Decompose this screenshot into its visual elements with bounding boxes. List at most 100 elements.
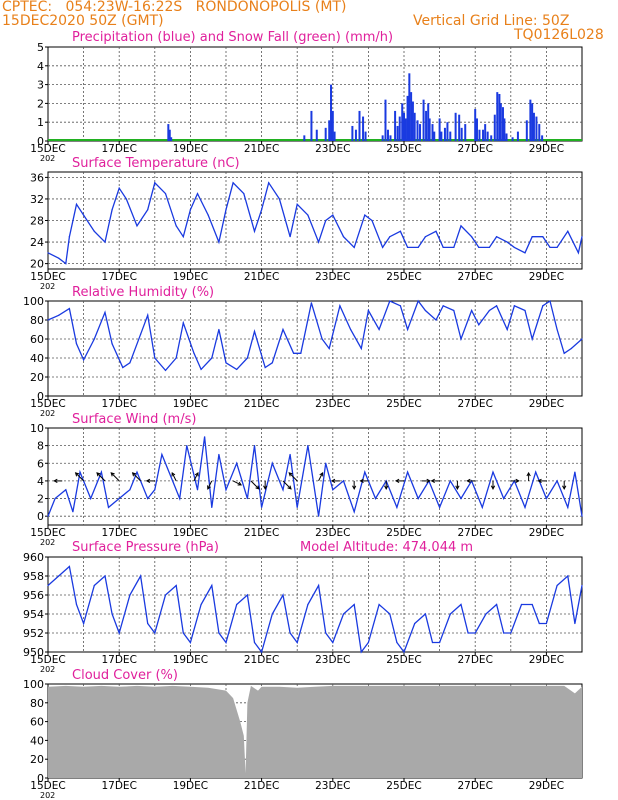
rh-point bbox=[424, 309, 426, 312]
cloud-ytick-label: 0 bbox=[37, 772, 44, 785]
wind-arrow-head bbox=[255, 485, 260, 490]
pres-point bbox=[581, 584, 583, 587]
rh-point bbox=[360, 347, 362, 350]
rh-xtick-label: 23DEC bbox=[315, 398, 350, 410]
wind-point bbox=[211, 506, 213, 508]
pres-xtick-label: 17DEC bbox=[101, 654, 136, 666]
temp-point bbox=[93, 230, 95, 232]
temp-point bbox=[317, 241, 320, 243]
rh-point bbox=[506, 328, 508, 331]
pres-point bbox=[510, 632, 512, 634]
pres-ytick-label: 954 bbox=[23, 608, 44, 621]
rh-point bbox=[389, 300, 391, 302]
precip-bar bbox=[482, 129, 485, 141]
pres-point bbox=[261, 651, 263, 653]
wind-xtick-label: 17DEC bbox=[101, 527, 136, 539]
wind-arrow bbox=[75, 472, 84, 482]
cloud-area bbox=[48, 685, 582, 778]
precip-xtick-label: 29DEC bbox=[529, 143, 564, 155]
wind-point bbox=[72, 511, 74, 513]
wind-arrow bbox=[232, 480, 242, 486]
wind-point bbox=[374, 497, 377, 500]
pres-xtick-label: 19DEC bbox=[173, 654, 208, 666]
wind-xtick-label: 15DEC bbox=[30, 527, 65, 539]
rh-ytick-label: 0 bbox=[37, 390, 44, 403]
pres-point bbox=[58, 575, 60, 577]
precip-bar bbox=[454, 112, 457, 141]
wind-point bbox=[90, 497, 92, 500]
precip-bar bbox=[440, 131, 443, 141]
wind-year-fragment: 202 bbox=[40, 538, 55, 547]
temp-point bbox=[549, 246, 551, 249]
temp-ytick-label: 36 bbox=[30, 171, 44, 184]
wind-arrow-head bbox=[562, 485, 567, 490]
precip-bar bbox=[410, 92, 413, 141]
rh-point bbox=[367, 309, 369, 312]
pres-point bbox=[460, 603, 462, 606]
temp-point bbox=[118, 187, 120, 189]
cloud-ytick-label: 40 bbox=[30, 734, 44, 747]
precip-ytick-label: 2 bbox=[37, 97, 44, 110]
pres-point bbox=[118, 632, 120, 634]
rh-point bbox=[570, 347, 572, 350]
cloud-xtick-label: 27DEC bbox=[457, 780, 492, 792]
wind-title: Surface Wind (m/s) bbox=[72, 412, 196, 427]
precip-bar bbox=[496, 92, 499, 141]
temp-point bbox=[567, 230, 569, 232]
wind-arrow bbox=[318, 472, 324, 482]
temp-point bbox=[175, 225, 177, 227]
wind-arrow-head bbox=[466, 478, 471, 484]
wind-point bbox=[65, 489, 67, 491]
pres-ytick-label: 960 bbox=[23, 551, 44, 564]
wind-arrow-head bbox=[171, 471, 176, 477]
precip-bar bbox=[384, 99, 387, 141]
temp-point bbox=[342, 236, 345, 238]
wind-point bbox=[79, 471, 81, 473]
temp-point bbox=[104, 241, 106, 243]
pres-point bbox=[271, 613, 273, 615]
pres-point bbox=[200, 603, 202, 606]
rh-line bbox=[47, 299, 583, 372]
wind-arrow bbox=[132, 472, 141, 482]
wind-point bbox=[535, 471, 537, 473]
wind-point bbox=[154, 489, 156, 491]
temp-point bbox=[278, 198, 280, 200]
wind-point bbox=[47, 515, 49, 517]
pres-point bbox=[531, 603, 533, 606]
pres-point bbox=[424, 613, 426, 615]
pres-point bbox=[389, 613, 391, 615]
rh-point bbox=[563, 352, 565, 354]
wind-point bbox=[342, 480, 345, 482]
wind-ytick-label: 4 bbox=[37, 475, 44, 488]
wind-point bbox=[261, 506, 263, 508]
pres-point bbox=[342, 613, 345, 615]
wind-point bbox=[147, 497, 149, 500]
pres-point bbox=[246, 594, 248, 596]
header-station: CPTEC: 054:23W-16:22S RONDONOPOLIS (MT) bbox=[2, 0, 347, 15]
precip-bar bbox=[503, 118, 506, 141]
header-code: TQ0126L028 bbox=[514, 27, 604, 43]
rh-ytick-label: 100 bbox=[23, 295, 44, 308]
temp-xtick-label: 25DEC bbox=[386, 271, 421, 283]
wind-ytick-label: 8 bbox=[37, 440, 44, 453]
cloud-title: Cloud Cover (%) bbox=[72, 668, 178, 683]
pres-point bbox=[104, 575, 106, 577]
pres-point bbox=[414, 622, 416, 625]
precip-bar bbox=[422, 99, 425, 141]
temp-point bbox=[471, 236, 473, 238]
wind-arrow-head bbox=[131, 472, 137, 477]
temp-point bbox=[325, 219, 327, 222]
rh-point bbox=[339, 305, 341, 307]
precip-bar bbox=[310, 110, 313, 141]
pres-point bbox=[139, 575, 142, 577]
rh-point bbox=[154, 357, 156, 359]
pres-ytick-label: 958 bbox=[23, 570, 44, 583]
wind-xtick-label: 21DEC bbox=[244, 527, 279, 539]
wind-arrow-head bbox=[287, 485, 292, 490]
temp-point bbox=[147, 209, 149, 211]
wind-point bbox=[236, 462, 238, 464]
precip-bar bbox=[535, 116, 538, 141]
precip-bar bbox=[486, 131, 489, 141]
rh-point bbox=[406, 328, 409, 331]
precip-xtick-label: 19DEC bbox=[173, 143, 208, 155]
